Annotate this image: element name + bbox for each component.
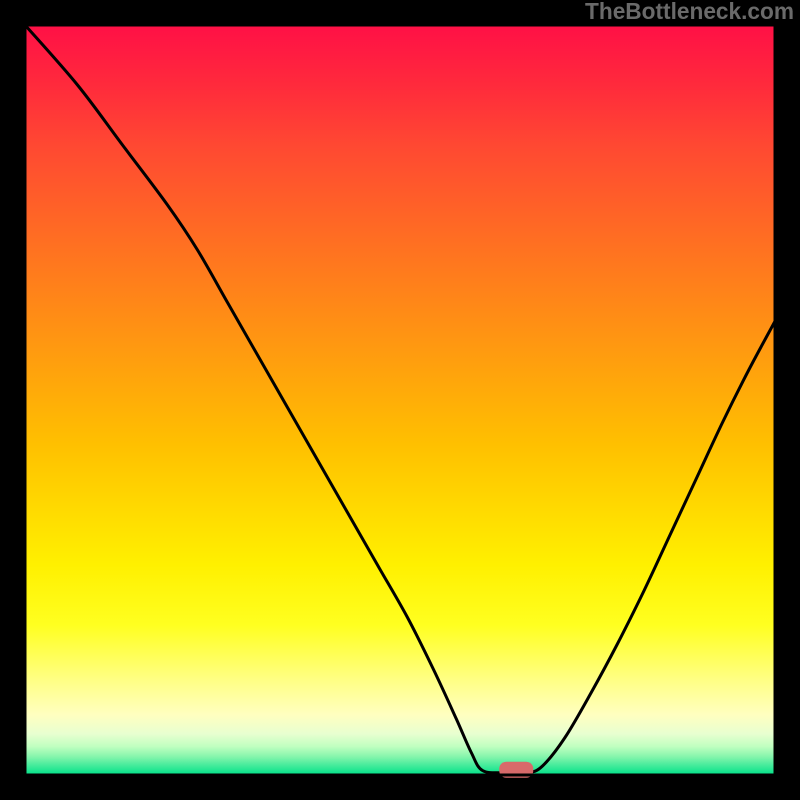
chart-container: TheBottleneck.com xyxy=(0,0,800,800)
bottleneck-curve-chart xyxy=(0,0,800,800)
plot-background xyxy=(25,25,775,775)
